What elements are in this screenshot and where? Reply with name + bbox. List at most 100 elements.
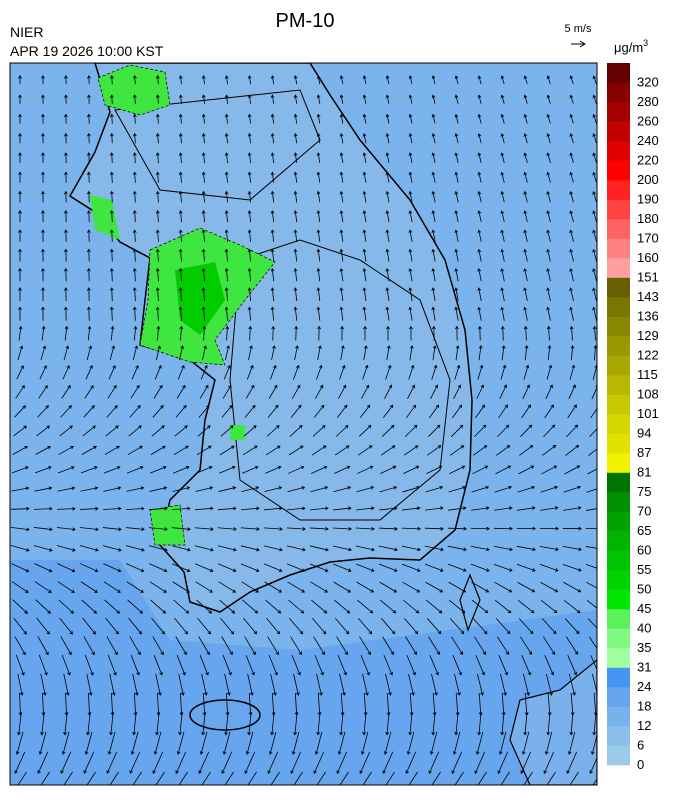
wind-arrow <box>86 210 91 223</box>
wind-arrow <box>431 229 436 242</box>
wind-arrow <box>426 465 443 475</box>
wind-arrow <box>286 527 306 531</box>
wind-arrow <box>201 113 206 124</box>
wind-arrow <box>241 581 260 593</box>
wind-arrow <box>546 152 551 163</box>
wind-arrow <box>18 287 22 302</box>
pm-area <box>149 504 186 546</box>
wind-arrow <box>41 248 45 262</box>
wind-arrow <box>155 248 160 262</box>
colorbar-block <box>607 297 630 317</box>
wind-arrow <box>380 599 397 614</box>
wind-arrow <box>225 345 230 361</box>
wind-arrow <box>64 75 68 85</box>
wind-arrow <box>18 190 22 203</box>
wind-arrow <box>427 424 441 437</box>
wind-arrow <box>171 545 191 552</box>
wind-arrow <box>497 751 509 774</box>
wind-arrow <box>403 599 420 614</box>
wind-arrow <box>175 404 187 418</box>
wind-arrow <box>41 171 45 183</box>
wind-arrow <box>294 325 299 341</box>
wind-arrow <box>286 563 306 572</box>
wind-arrow <box>493 563 513 572</box>
wind-arrow <box>293 364 300 380</box>
wind-arrow <box>293 712 298 736</box>
wind-arrow <box>429 731 438 755</box>
wind-arrow <box>107 654 117 676</box>
wind-arrow <box>431 248 436 262</box>
wind-arrow <box>109 171 114 183</box>
wind-arrow <box>130 731 139 755</box>
wind-arrow <box>385 171 390 183</box>
wind-arrow <box>333 581 352 593</box>
wind-arrow <box>500 287 505 302</box>
wind-arrow <box>247 306 252 321</box>
wind-arrow <box>38 731 47 755</box>
wind-arrow <box>195 506 214 511</box>
wind-arrow <box>126 581 144 593</box>
wind-arrow <box>41 152 45 164</box>
wind-arrow <box>178 248 183 262</box>
wind-arrow <box>132 190 137 203</box>
wind-arrow <box>495 465 512 475</box>
wind-arrow <box>132 248 137 262</box>
wind-arrow <box>34 563 53 573</box>
wind-arrow <box>543 424 556 438</box>
wind-arrow <box>493 526 513 531</box>
wind-arrow <box>127 445 143 456</box>
colorbar-block <box>607 316 630 337</box>
wind-arrow <box>57 563 76 573</box>
wind-arrow <box>540 485 559 493</box>
wind-arrow <box>126 563 145 573</box>
colorbar-block <box>607 472 630 493</box>
wind-arrow <box>385 712 390 736</box>
wind-arrow <box>494 506 513 511</box>
colorbar-block <box>607 238 630 259</box>
wind-arrow <box>539 526 559 531</box>
wind-arrow <box>149 486 168 492</box>
wind-arrow <box>155 771 165 785</box>
wind-arrow <box>197 425 211 437</box>
wind-arrow <box>178 190 183 203</box>
wind-arrow <box>64 325 69 341</box>
wind-arrow <box>454 712 459 736</box>
wind-arrow <box>500 248 505 262</box>
wind-arrow <box>17 712 22 736</box>
wind-arrow <box>431 771 441 785</box>
wind-arrow <box>41 267 45 282</box>
wind-arrow <box>154 364 162 380</box>
wind-arrow <box>41 229 45 242</box>
colorbar-label: 129 <box>637 328 659 343</box>
colorbar-label: 65 <box>637 523 651 538</box>
wind-arrow <box>449 465 466 475</box>
wind-arrow <box>271 345 276 361</box>
wind-arrow <box>247 152 252 164</box>
wind-arrow <box>155 152 160 164</box>
wind-arrow <box>378 545 398 552</box>
colorbar-label: 18 <box>637 699 651 714</box>
wind-arrow <box>18 94 22 104</box>
wind-arrow <box>384 384 393 399</box>
colorbar-label: 31 <box>637 660 651 675</box>
wind-arrow <box>569 75 574 85</box>
wind-arrow <box>336 751 348 774</box>
wind-arrow <box>359 751 371 774</box>
wind-arrow <box>109 190 114 203</box>
wind-arrow <box>431 113 436 124</box>
wind-arrow <box>103 563 122 573</box>
wind-arrow <box>313 636 325 656</box>
wind-arrow <box>454 75 459 85</box>
colorbar-label: 143 <box>637 289 659 304</box>
wind-arrow <box>60 636 72 656</box>
wind-arrow <box>592 229 597 242</box>
wind-arrow <box>385 364 392 380</box>
wind-arrow <box>174 617 189 635</box>
wind-arrow <box>18 306 22 321</box>
wind-arrow <box>362 306 367 321</box>
wind-arrow <box>477 171 482 183</box>
wind-arrow <box>383 654 393 676</box>
wind-arrow <box>64 267 68 282</box>
source: NIER <box>10 24 43 40</box>
